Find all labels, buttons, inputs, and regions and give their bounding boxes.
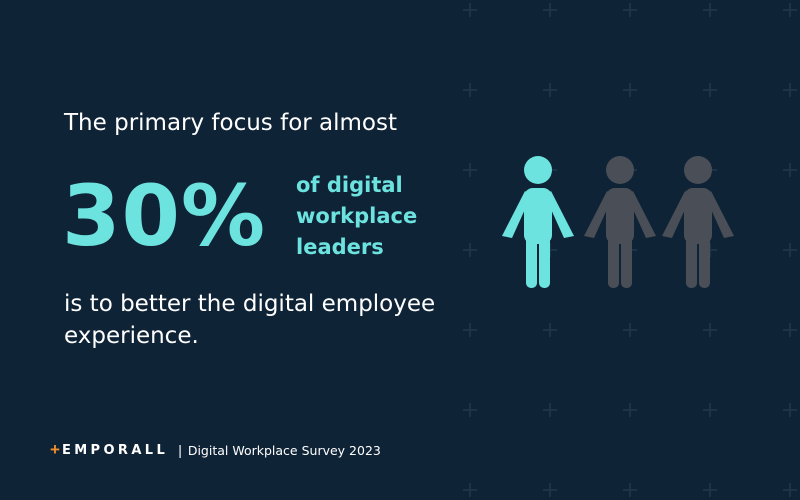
grid-plus-mark <box>783 3 797 17</box>
grid-plus-mark <box>463 3 477 17</box>
grid-plus-mark <box>543 403 557 417</box>
stat-descriptor: of digital workplace leaders <box>296 170 446 263</box>
outro-text: is to better the digital employee experi… <box>64 291 436 349</box>
stat-descriptor-line: leaders <box>296 235 384 259</box>
grid-plus-mark <box>623 3 637 17</box>
temporall-logo: + EMPORALL <box>50 440 168 460</box>
footer-source: Digital Workplace Survey 2023 <box>187 442 381 458</box>
grid-plus-mark <box>783 243 797 257</box>
grid-plus-mark <box>463 323 477 337</box>
stat-descriptor-line: of digital <box>296 173 403 197</box>
logo-plus-icon: + <box>50 440 60 459</box>
grid-plus-mark <box>543 3 557 17</box>
stat-descriptor-line: workplace <box>296 204 418 228</box>
grid-plus-mark <box>703 323 717 337</box>
grid-plus-mark <box>783 83 797 97</box>
grid-plus-mark <box>623 403 637 417</box>
stat-percentage: 30% <box>62 167 267 265</box>
footer: + EMPORALL | Digital Workplace Survey 20… <box>50 440 381 460</box>
grid-plus-mark <box>783 323 797 337</box>
grid-plus-mark <box>703 483 717 497</box>
person-icon <box>502 156 574 288</box>
logo-wordmark: EMPORALL <box>61 442 169 458</box>
grid-plus-mark <box>623 323 637 337</box>
person-icon <box>584 156 656 288</box>
footer-separator: | <box>178 442 182 458</box>
intro-text: The primary focus for almost <box>64 110 397 136</box>
grid-plus-mark <box>543 483 557 497</box>
grid-plus-mark <box>783 403 797 417</box>
grid-plus-mark <box>463 163 477 177</box>
grid-plus-mark <box>703 83 717 97</box>
grid-plus-mark <box>543 323 557 337</box>
person-icon <box>662 156 734 288</box>
grid-plus-mark <box>463 403 477 417</box>
grid-plus-mark <box>703 403 717 417</box>
grid-plus-mark <box>543 83 557 97</box>
grid-plus-mark <box>703 3 717 17</box>
grid-plus-mark <box>623 483 637 497</box>
grid-plus-mark <box>783 163 797 177</box>
grid-plus-mark <box>463 83 477 97</box>
grid-plus-mark <box>463 483 477 497</box>
grid-plus-mark <box>623 83 637 97</box>
grid-plus-mark <box>783 483 797 497</box>
grid-plus-mark <box>463 243 477 257</box>
people-figures <box>502 156 734 288</box>
